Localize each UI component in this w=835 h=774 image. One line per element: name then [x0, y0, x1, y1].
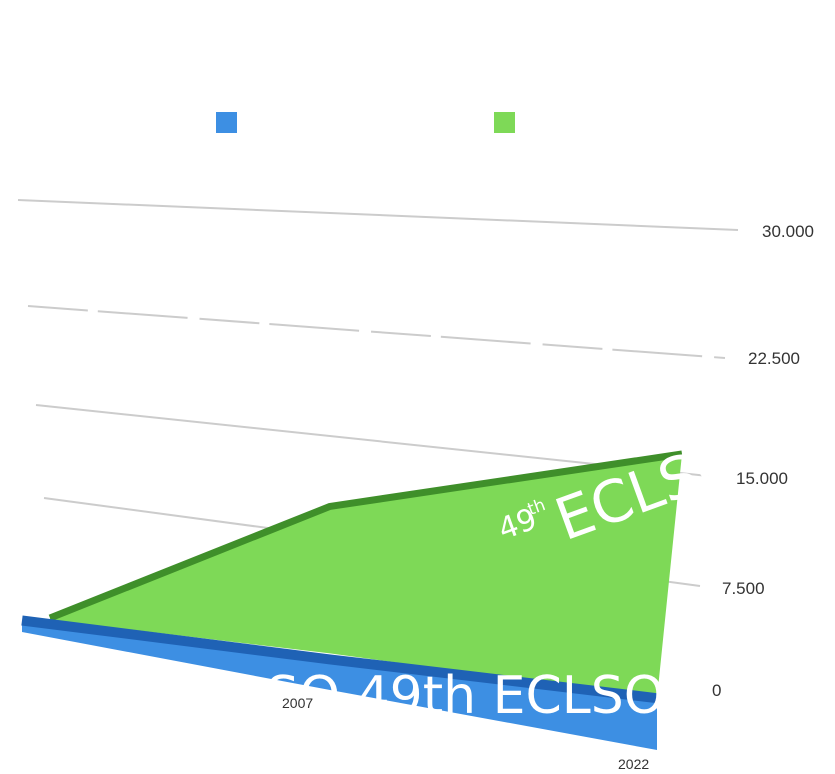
series-blue-area	[22, 620, 657, 750]
legend-swatch-green	[494, 112, 515, 133]
series-blue-top-edge	[21, 615, 658, 704]
x-tick-2022: 2022	[618, 756, 649, 772]
y-tick-15000: 15.000	[736, 469, 788, 488]
x-tick-2007: 2007	[282, 695, 313, 711]
series-green-area	[50, 454, 682, 699]
stamp-suffix: th	[525, 495, 548, 520]
series-green-top-edge	[48, 450, 683, 622]
y-tick-0: 0	[712, 681, 721, 700]
y-tick-7500: 7.500	[722, 579, 765, 598]
y-tick-30000: 30.000	[762, 222, 814, 241]
gridline-30000	[17, 199, 739, 231]
banner-text: ECLSO 49th ECLSO	[168, 666, 665, 726]
y-tick-22500: 22.500	[748, 349, 800, 368]
legend-swatch-blue	[216, 112, 237, 133]
gridline-22500	[27, 305, 726, 359]
